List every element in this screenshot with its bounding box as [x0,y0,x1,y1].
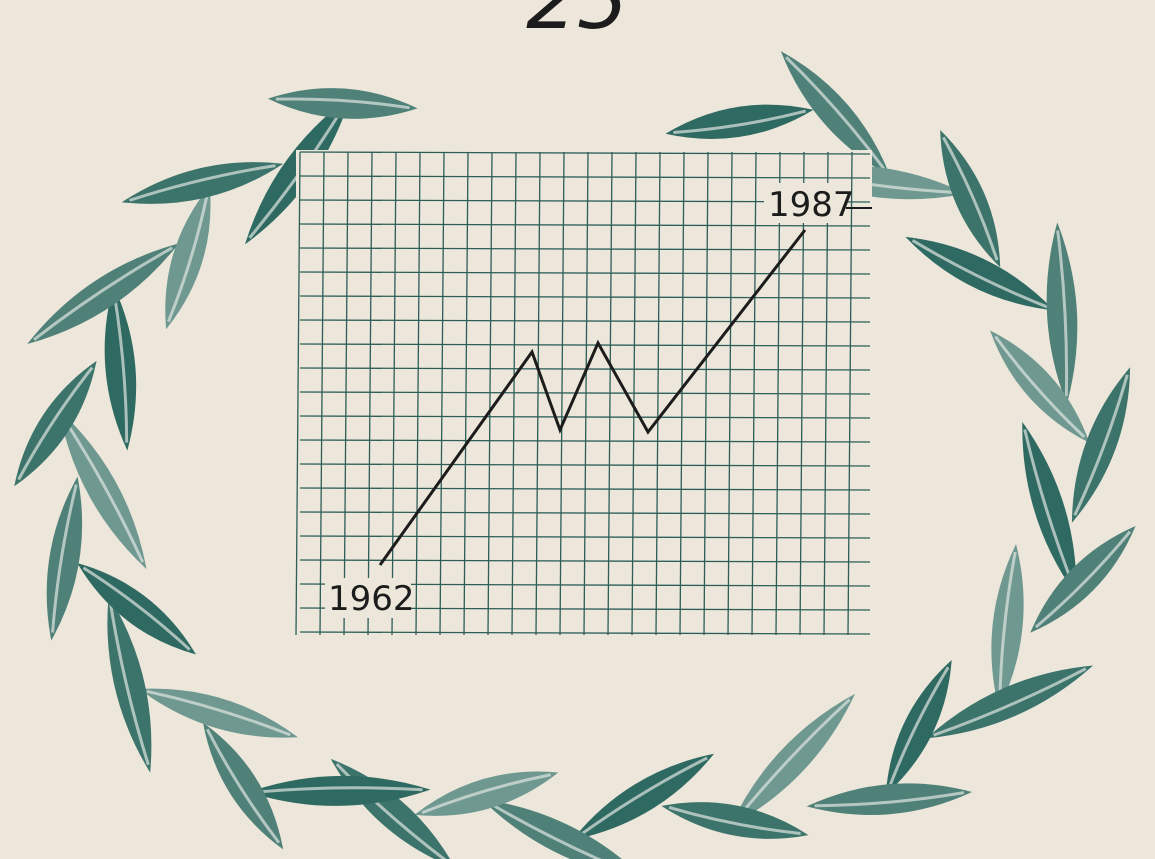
page: 1987 1962 25 (() => { const data = JSON.… [0,0,1155,859]
title: 25 [526,0,628,47]
start-label: 1962 [328,579,415,619]
end-label: 1987 [768,185,855,225]
illustration: 1987 1962 25 [0,0,1155,859]
